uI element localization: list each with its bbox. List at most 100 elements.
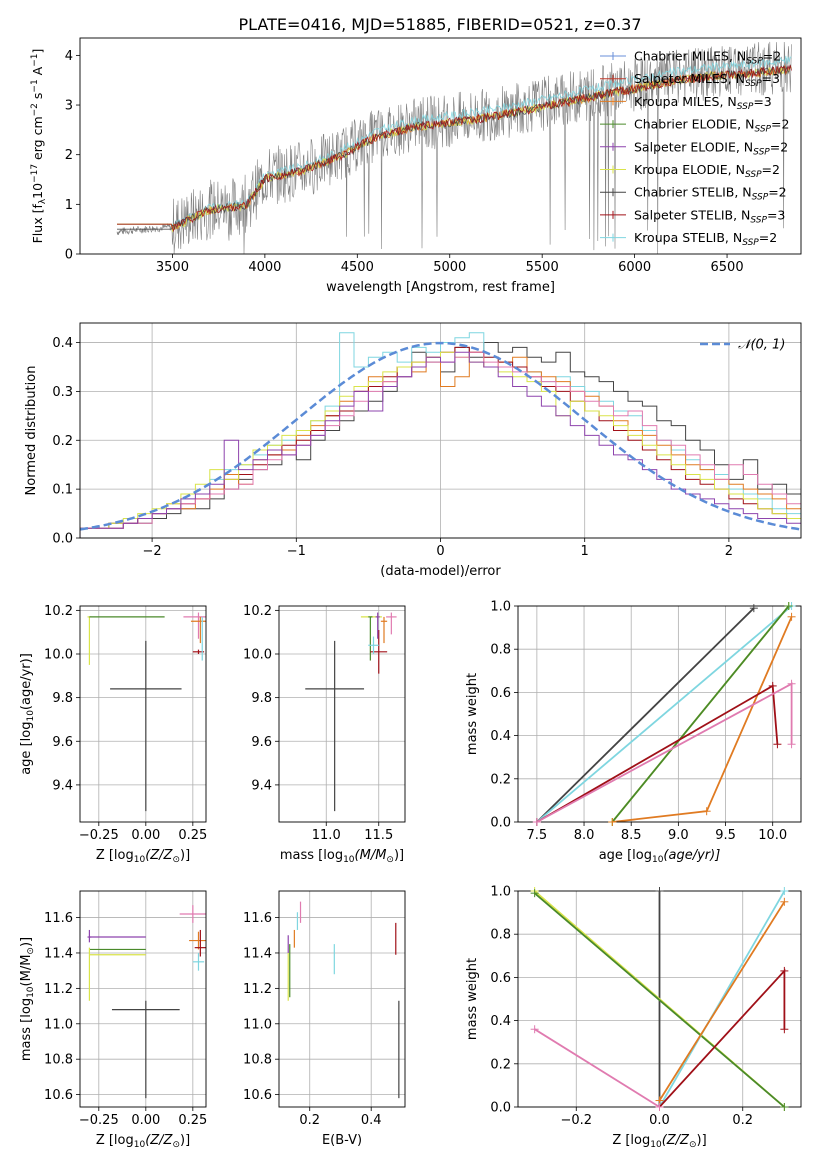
y-tick-label: 9.4 [52,778,73,793]
weight-line-pink [534,1028,660,1107]
y-tick-label: 0 [65,248,73,263]
x-tick-label: 5500 [526,260,559,275]
x-axis-label: mass [log10(M/M⊙)] [280,848,404,865]
histogram-series-chabrier_stelib [80,342,801,538]
y-tick-label: 11.6 [44,911,73,926]
x-tick-label: 0.00 [131,828,160,843]
axes-frame [79,890,207,1108]
weight-vs-age-panel: 7.5 8.0 8.5 9.0 9.5 10.0 0.0 0.2 0.4 0.6 0.8 1.0 age… [465,600,802,865]
y-tick-label: 11.4 [44,946,73,961]
x-tick-label: −0.2 [560,1113,592,1128]
y-tick-label: 10.8 [243,1053,272,1068]
legend-label-chabrier_miles: Chabrier MILES, NSSP=2 [634,49,781,67]
y-tick-label: 10.6 [243,1088,272,1103]
y-tick-label: 4 [65,49,73,64]
y-tick-label: 10.8 [44,1053,73,1068]
y-tick-label: 1.0 [490,885,511,900]
y-tick-label: 10.0 [243,648,272,663]
legend-label-salpeter_stelib: Salpeter STELIB, NSSP=3 [634,207,785,225]
y-tick-label: 11.2 [243,982,272,997]
weight-line-kroupa_stelib [658,891,786,1107]
y-tick-label: 10.0 [44,648,73,663]
x-axis-label: E(B-V) [322,1133,362,1148]
x-tick-label: 7.5 [527,828,548,843]
y-tick-label: 11.0 [44,1017,73,1032]
y-tick-label: 0.4 [490,1014,511,1029]
model-spectrum-salpeter_stelib [117,65,792,233]
legend-label-chabrier_stelib: Chabrier STELIB, NSSP=2 [634,185,787,203]
weight-line-kroupa_stelib [536,606,793,822]
y-tick-label: 0.6 [490,686,511,701]
y-tick-label: 0.0 [490,816,511,831]
y-tick-label: 0.2 [490,772,511,787]
x-tick-label: 8.5 [621,828,642,843]
legend-label-kroupa_stelib: Kroupa STELIB, NSSP=2 [634,230,777,248]
legend-label-salpeter_miles: Salpeter MILES, NSSP=3 [634,71,780,89]
figure-title: PLATE=0416, MJD=51885, FIBERID=0521, z=0… [238,15,641,34]
weight-line-chabrier_stelib [536,607,755,822]
legend-label-salpeter_elodie: Salpeter ELODIE, NSSP=2 [634,139,788,157]
y-tick-label: 0.8 [490,643,511,658]
x-tick-label: 0.25 [178,828,207,843]
y-tick-label: 0.4 [490,729,511,744]
x-tick-label: 0.2 [732,1113,753,1128]
x-tick-label: 1 [581,544,589,559]
y-tick-label: 9.4 [251,778,272,793]
legend-label-kroupa_miles: Kroupa MILES, NSSP=3 [634,94,772,112]
x-tick-label: 0.4 [361,1113,382,1128]
plot-area [87,612,206,812]
y-axis-label: mass weight [465,958,480,1040]
x-tick-label: 4500 [341,260,374,275]
plot-area [305,612,397,812]
x-tick-label: 8.0 [574,828,595,843]
x-tick-label: 10.0 [758,828,787,843]
x-tick-label: −0.25 [79,828,119,843]
weight-line-chabrier_elodie [611,606,790,822]
y-tick-label: 0.8 [490,928,511,943]
age-vs-metallicity-panel: −0.25 0.00 0.25 9.4 9.6 9.8 10.0 10.2 Z [log10(Z… [19,604,207,865]
x-axis-label: age [log10(age/yr)] [599,848,721,865]
y-tick-label: 3 [65,99,73,114]
y-tick-label: 11.0 [243,1017,272,1032]
y-tick-label: 0.6 [490,971,511,986]
y-tick-label: 1 [65,198,73,213]
x-tick-label: −1 [287,544,306,559]
axes-frame [517,605,802,823]
y-tick-label: 11.2 [44,982,73,997]
weight-line-chabrier_elodie [534,892,785,1107]
axes-frame [79,605,207,823]
y-tick-label: 9.8 [52,691,73,706]
y-axis-label: Normed distribution [24,366,39,496]
x-axis-label: Z [log10(Z/Z⊙)] [612,1133,706,1150]
plot-area [116,41,792,254]
y-axis-label: mass [log10(M/M⊙)] [19,937,36,1061]
y-tick-label: 0.2 [490,1057,511,1072]
axes-frame [278,890,406,1108]
y-tick-label: 0.1 [52,483,73,498]
legend-label-kroupa_elodie: Kroupa ELODIE, NSSP=2 [634,162,780,180]
axes-frame [278,605,406,823]
y-tick-label: 0.0 [490,1101,511,1116]
x-tick-label: 0.00 [131,1113,160,1128]
y-tick-label: 10.2 [44,604,73,619]
x-tick-label: 2 [725,544,733,559]
legend-label-chabrier_elodie: Chabrier ELODIE, NSSP=2 [634,117,789,135]
x-tick-label: 3500 [156,260,189,275]
y-tick-label: 1.0 [490,600,511,615]
x-tick-label: 11.5 [364,828,393,843]
y-tick-label: 9.8 [251,691,272,706]
y-tick-label: 9.6 [251,735,272,750]
x-axis-label: Z [log10(Z/Z⊙)] [96,848,190,865]
x-tick-label: 9.0 [668,828,689,843]
x-tick-label: −2 [143,544,162,559]
y-axis-label: mass weight [465,673,480,755]
x-tick-label: 9.5 [715,828,736,843]
model-spectrum-chabrier_stelib [117,64,792,230]
x-tick-label: −0.25 [79,1113,119,1128]
x-tick-label: 6500 [711,260,744,275]
plot-area [80,332,801,538]
y-tick-label: 0.0 [52,532,73,547]
x-tick-label: 0.0 [649,1113,670,1128]
y-axis-label: age [log10(age/yr)] [19,653,36,775]
weight-vs-metallicity-panel: −0.2 0.0 0.2 0.0 0.2 0.4 0.6 0.8 1.0 Z [log10(Z/Z… [465,885,802,1150]
